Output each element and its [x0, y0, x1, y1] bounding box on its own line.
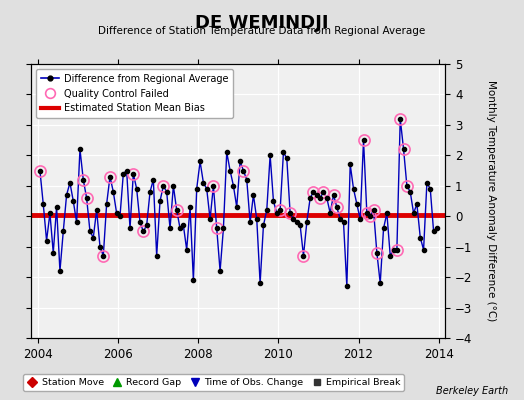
Text: Difference of Station Temperature Data from Regional Average: Difference of Station Temperature Data f…	[99, 26, 425, 36]
Text: Berkeley Earth: Berkeley Earth	[436, 386, 508, 396]
Legend: Station Move, Record Gap, Time of Obs. Change, Empirical Break: Station Move, Record Gap, Time of Obs. C…	[23, 374, 405, 391]
Text: DE WEMINDJI: DE WEMINDJI	[195, 14, 329, 32]
Y-axis label: Monthly Temperature Anomaly Difference (°C): Monthly Temperature Anomaly Difference (…	[486, 80, 496, 322]
